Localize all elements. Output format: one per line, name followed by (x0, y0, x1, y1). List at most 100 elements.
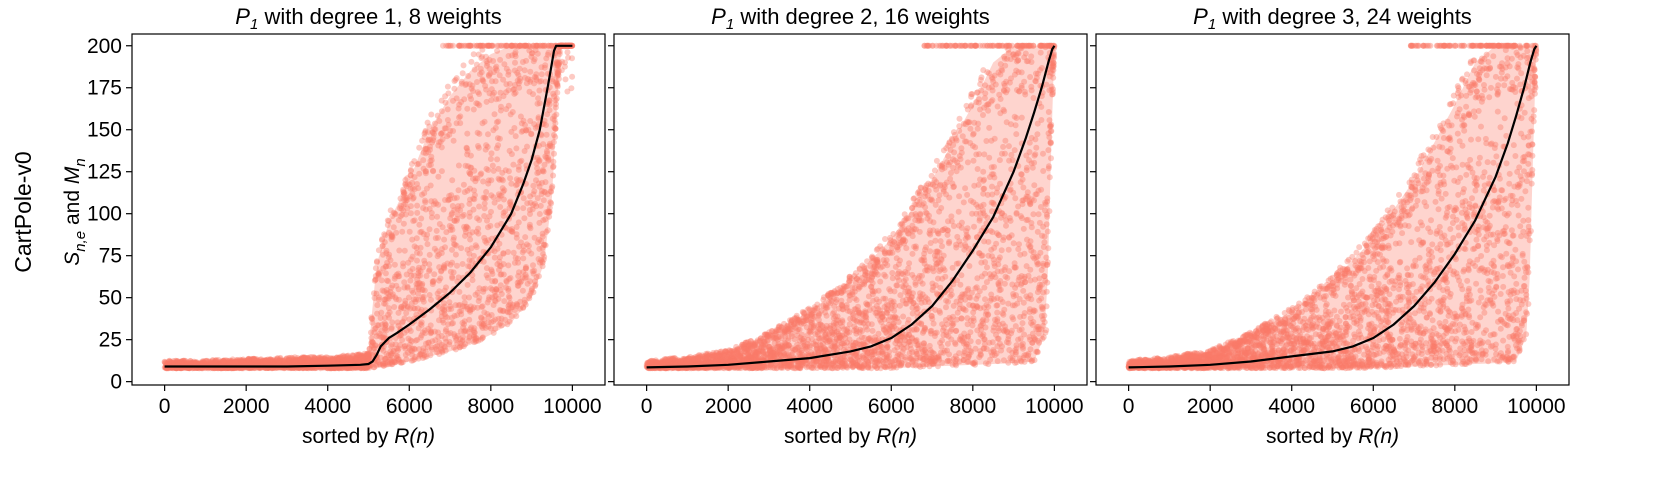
scatter-point (272, 360, 279, 367)
scatter-point (492, 298, 499, 305)
scatter-point (377, 315, 384, 321)
scatter-point (402, 177, 409, 183)
scatter-point (1000, 311, 1007, 318)
scatter-point (339, 356, 346, 363)
scatter-point (395, 286, 402, 293)
scatter-point (392, 294, 399, 301)
scatter-point (382, 355, 389, 362)
scatter-point (382, 270, 389, 277)
scatter-point (270, 359, 277, 366)
scatter-point (481, 234, 488, 241)
scatter-point (1013, 131, 1020, 138)
scatter-point (551, 124, 558, 131)
scatter-point (364, 365, 371, 371)
scatter-point (1028, 134, 1035, 141)
scatter-point (389, 293, 396, 300)
scatter-point (402, 345, 409, 352)
scatter-point (449, 314, 455, 321)
scatter-point (461, 96, 468, 103)
scatter-point (369, 315, 376, 322)
scatter-point (358, 365, 365, 372)
scatter-point (523, 265, 529, 272)
scatter-point (407, 210, 414, 217)
scatter-point (259, 358, 265, 365)
scatter-point (897, 302, 903, 309)
scatter-point (518, 278, 525, 285)
scatter-point (224, 360, 231, 367)
scatter-point (254, 359, 261, 366)
scatter-point (466, 200, 473, 207)
scatter-point (439, 349, 446, 356)
scatter-point (506, 147, 513, 154)
scatter-point (423, 353, 430, 360)
scatter-point (347, 358, 354, 365)
scatter-point (257, 360, 264, 367)
scatter-point (447, 303, 454, 310)
scatter-point (391, 275, 398, 282)
scatter-point (442, 347, 449, 354)
scatter-point-max (456, 42, 463, 49)
scatter-point (487, 156, 494, 162)
scatter-point (442, 328, 449, 335)
scatter-point (300, 357, 307, 364)
scatter-point (554, 69, 561, 76)
scatter-point (407, 337, 414, 344)
scatter-point (546, 101, 553, 108)
scatter-point (454, 340, 461, 347)
scatter-point (481, 316, 488, 323)
scatter-point (463, 81, 470, 87)
scatter-point (308, 358, 315, 365)
scatter-point (471, 329, 478, 336)
scatter-point (480, 258, 487, 265)
scatter-point (545, 156, 552, 163)
scatter-point (434, 112, 441, 119)
scatter-point (318, 358, 324, 364)
scatter-point (411, 243, 418, 250)
scatter-point (1041, 233, 1048, 240)
scatter-point (486, 90, 493, 97)
scatter-point (486, 294, 493, 301)
scatter-point (409, 236, 416, 243)
scatter-point (404, 284, 411, 291)
scatter-point (206, 358, 213, 365)
scatter-point (267, 356, 274, 363)
scatter-point (282, 360, 289, 367)
scatter-point (957, 281, 964, 288)
scatter-point (471, 167, 478, 174)
scatter-point (461, 321, 467, 328)
scatter-point (423, 235, 430, 242)
scatter-point (349, 365, 356, 372)
scatter-point (371, 326, 378, 332)
scatter-point (540, 256, 547, 263)
scatter-point (282, 360, 289, 367)
scatter-point (458, 343, 465, 350)
scatter-point (351, 358, 358, 365)
scatter-point (466, 333, 473, 340)
scatter-point (530, 91, 536, 98)
scatter-point (414, 336, 421, 343)
scatter-point (452, 251, 459, 258)
scatter-point (431, 245, 438, 252)
scatter-point (413, 284, 420, 291)
scatter-point (353, 356, 359, 363)
scatter-point (427, 322, 434, 329)
scatter-point (464, 105, 471, 112)
scatter-point (882, 295, 889, 302)
scatter-point (386, 251, 393, 258)
scatter-point (492, 277, 499, 284)
scatter-point (518, 239, 524, 246)
scatter-point (517, 176, 524, 183)
scatter-point (363, 355, 370, 362)
scatter-point (516, 278, 522, 285)
scatter-point (396, 247, 403, 254)
scatter-point (449, 246, 455, 253)
scatter-point (353, 356, 359, 363)
scatter-point (370, 339, 376, 346)
scatter-point (236, 360, 243, 367)
scatter-point (555, 75, 562, 82)
scatter-point (542, 179, 549, 186)
scatter-point (413, 244, 420, 251)
scatter-point (431, 271, 438, 278)
scatter-point (404, 197, 411, 203)
